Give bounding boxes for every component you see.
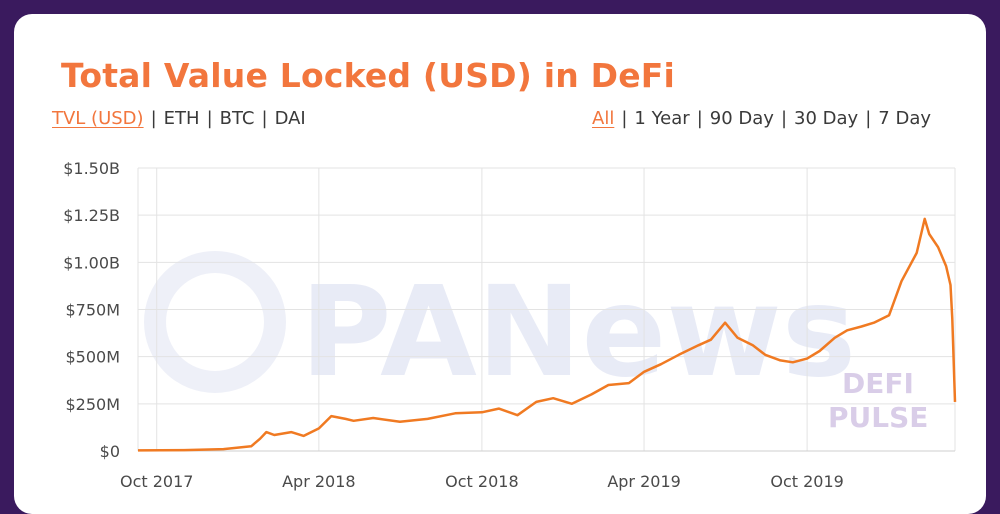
- watermark-line2: PULSE: [828, 401, 928, 434]
- y-tick-label: $1.00B: [63, 253, 120, 272]
- currency-tab-btc[interactable]: BTC: [219, 108, 255, 129]
- range-separator: |: [621, 108, 628, 129]
- x-tick-label: Oct 2017: [120, 472, 193, 491]
- range-separator: |: [865, 108, 872, 129]
- watermark-logo: [144, 251, 286, 393]
- watermark: PANews DEFI PULSE: [144, 251, 928, 434]
- watermark-main: PANews: [300, 260, 856, 405]
- chart-title: Total Value Locked (USD) in DeFi: [61, 56, 676, 95]
- x-tick-label: Apr 2019: [607, 472, 680, 491]
- x-tick-label: Apr 2018: [282, 472, 355, 491]
- chart-card: Total Value Locked (USD) in DeFi: [14, 14, 986, 514]
- y-tick-label: $750M: [65, 301, 120, 320]
- currency-separator: |: [150, 108, 157, 129]
- range-separator: |: [696, 108, 703, 129]
- currency-separator: |: [206, 108, 213, 129]
- series-line: [137, 217, 957, 452]
- range-separator: |: [780, 108, 788, 129]
- currency-tab-dai[interactable]: DAI: [274, 108, 306, 129]
- y-tick-label: $1.50B: [63, 159, 120, 178]
- range-tab-30-day[interactable]: 30 Day: [794, 108, 859, 129]
- range-tab-90-day[interactable]: 90 Day: [709, 108, 774, 129]
- x-tick-label: Oct 2019: [770, 472, 843, 491]
- y-tick-label: $1.25B: [63, 206, 120, 225]
- y-tick-label: $500M: [65, 348, 120, 367]
- y-tick-label: $250M: [65, 395, 120, 414]
- currency-tabs: TVL (USD) | ETH | BTC | DAI: [52, 108, 306, 129]
- currency-tab-eth[interactable]: ETH: [163, 108, 200, 129]
- x-tick-label: Oct 2018: [445, 472, 518, 491]
- range-tabs: All | 1 Year | 90 Day | 30 Day | 7 Day: [592, 108, 931, 129]
- range-tab-1-year[interactable]: 1 Year: [634, 108, 690, 129]
- y-tick-label: $0: [100, 442, 120, 461]
- range-tab-all[interactable]: All: [592, 108, 615, 129]
- currency-separator: |: [261, 108, 268, 129]
- watermark-line1: DEFI: [842, 367, 914, 400]
- currency-tab-tvl-usd[interactable]: TVL (USD): [52, 108, 144, 129]
- range-tab-7-day[interactable]: 7 Day: [878, 108, 931, 129]
- tvl-line-chart: PANews DEFI PULSE $0 $250M $500M $750M $1.00…: [63, 159, 957, 491]
